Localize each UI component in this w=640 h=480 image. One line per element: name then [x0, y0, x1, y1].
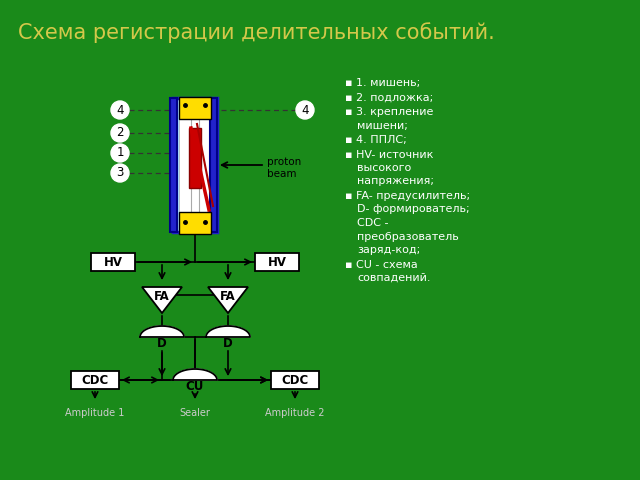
Text: ▪ 3. крепление: ▪ 3. крепление — [345, 107, 433, 117]
Text: D- формирователь;: D- формирователь; — [357, 204, 470, 215]
Text: FA: FA — [220, 290, 236, 303]
Text: ▪ 2. подложка;: ▪ 2. подложка; — [345, 93, 433, 103]
Text: HV: HV — [268, 255, 287, 268]
Text: 4: 4 — [301, 104, 308, 117]
Text: 3: 3 — [116, 167, 124, 180]
Text: CDC: CDC — [81, 373, 109, 386]
Text: 1: 1 — [116, 146, 124, 159]
Text: совпадений.: совпадений. — [357, 273, 431, 283]
Text: Amplitude 2: Amplitude 2 — [265, 408, 324, 418]
Text: ▪ FA- предусилитель;: ▪ FA- предусилитель; — [345, 191, 470, 201]
Polygon shape — [140, 326, 184, 337]
Text: высокого: высокого — [357, 163, 412, 173]
Bar — [189, 128, 201, 188]
Circle shape — [111, 164, 129, 182]
Bar — [91, 253, 135, 271]
Bar — [170, 98, 177, 232]
Text: напряжения;: напряжения; — [357, 177, 434, 187]
Bar — [255, 253, 299, 271]
Polygon shape — [208, 287, 248, 313]
Bar — [173, 98, 217, 232]
Text: ▪ CU - схема: ▪ CU - схема — [345, 260, 418, 269]
Circle shape — [111, 124, 129, 142]
Text: ▪ 1. мишень;: ▪ 1. мишень; — [345, 78, 420, 88]
Text: Схема регистрации делительных событий.: Схема регистрации делительных событий. — [18, 22, 495, 43]
Text: FA: FA — [154, 290, 170, 303]
Text: заряд-код;: заряд-код; — [357, 245, 420, 255]
Circle shape — [111, 144, 129, 162]
Polygon shape — [206, 326, 250, 337]
Text: Sealer: Sealer — [180, 408, 211, 418]
Bar — [179, 97, 211, 119]
Text: преобразователь: преобразователь — [357, 231, 459, 241]
Text: CDC: CDC — [282, 373, 308, 386]
Text: CU: CU — [186, 380, 204, 393]
Text: 4: 4 — [116, 104, 124, 117]
Text: ▪ 4. ППЛС;: ▪ 4. ППЛС; — [345, 135, 407, 145]
Text: Amplitude 1: Amplitude 1 — [65, 408, 125, 418]
Text: D: D — [157, 337, 167, 350]
Bar — [271, 371, 319, 389]
Text: CDC -: CDC - — [357, 218, 388, 228]
Polygon shape — [142, 287, 182, 313]
Bar — [210, 98, 217, 232]
Bar — [179, 212, 211, 234]
Bar — [71, 371, 119, 389]
Bar — [179, 118, 211, 212]
Circle shape — [296, 101, 314, 119]
Polygon shape — [173, 369, 217, 380]
Text: ▪ HV- источник: ▪ HV- источник — [345, 149, 433, 159]
Text: HV: HV — [104, 255, 122, 268]
Text: D: D — [223, 337, 233, 350]
Text: proton
beam: proton beam — [267, 157, 301, 179]
Circle shape — [111, 101, 129, 119]
Text: 2: 2 — [116, 127, 124, 140]
Text: мишени;: мишени; — [357, 120, 408, 131]
